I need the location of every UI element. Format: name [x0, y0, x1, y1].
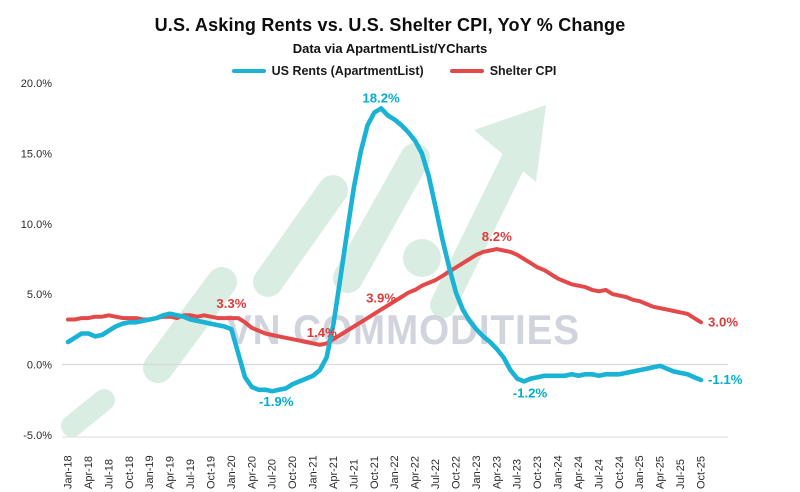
y-tick-label: 20.0% — [21, 78, 52, 90]
x-tick-label: Apr-22 — [410, 456, 422, 489]
y-tick-label: 0.0% — [27, 360, 52, 372]
x-tick-label: Jan-21 — [308, 455, 320, 489]
watermark-text: VN COMMODITIES — [226, 306, 580, 353]
x-tick-label: Apr-23 — [491, 456, 503, 489]
x-tick-label: Jan-20 — [226, 455, 238, 489]
x-tick-label: Jan-18 — [63, 455, 75, 489]
y-tick-label: 10.0% — [21, 219, 52, 231]
watermark-up-arrow-icon — [474, 105, 546, 182]
legend-label-us-rents: US Rents (ApartmentList) — [271, 64, 424, 78]
data-callout-label: 3.9% — [366, 291, 396, 306]
x-tick-label: Jan-24 — [553, 455, 565, 489]
x-tick-label: Jul-25 — [675, 459, 687, 489]
x-tick-label: Oct-23 — [532, 456, 544, 489]
x-tick-label: Oct-18 — [124, 456, 136, 489]
x-tick-label: Jan-19 — [144, 455, 156, 489]
legend-item-us-rents: US Rents (ApartmentList) — [231, 64, 424, 78]
x-tick-label: Oct-22 — [451, 456, 463, 489]
shelter-cpi-line-swatch — [449, 69, 484, 73]
y-tick-label: -5.0% — [23, 430, 52, 442]
x-tick-label: Jul-19 — [185, 459, 197, 489]
x-tick-label: Jul-20 — [267, 459, 279, 489]
legend-label-shelter-cpi: Shelter CPI — [489, 64, 557, 78]
x-tick-label: Jul-22 — [430, 459, 442, 489]
x-tick-label: Jan-22 — [389, 455, 401, 489]
chart-subtitle: Data via ApartmentList/YCharts — [292, 41, 488, 56]
y-tick-label: 15.0% — [21, 148, 52, 160]
data-callout-label: -1.2% — [513, 385, 548, 400]
watermark-bar-shape — [61, 389, 115, 437]
x-tick-label: Apr-21 — [328, 456, 340, 489]
watermark-bar-shape — [253, 175, 348, 297]
data-callout-label: 8.2% — [482, 229, 512, 244]
x-tick-label: Apr-18 — [83, 456, 95, 489]
x-tick-label: Apr-20 — [246, 456, 258, 489]
x-tick-label: Jul-21 — [348, 459, 360, 489]
x-tick-label: Jul-23 — [512, 459, 524, 489]
data-callout-label: 3.3% — [216, 296, 246, 311]
data-callout-label: -1.9% — [259, 394, 294, 409]
y-tick-label: 5.0% — [27, 289, 52, 301]
x-tick-label: Jan-23 — [471, 455, 483, 489]
x-tick-label: Oct-20 — [287, 456, 299, 489]
watermark-bar-shape — [143, 267, 237, 383]
x-tick-label: Jul-18 — [103, 459, 115, 489]
x-tick-label: Jul-24 — [593, 459, 605, 489]
x-tick-label: Oct-24 — [614, 456, 626, 489]
x-tick-label: Apr-24 — [573, 456, 585, 489]
watermark-bar-shape — [430, 135, 533, 318]
us-rents-line — [65, 106, 704, 394]
chart-title: U.S. Asking Rents vs. U.S. Shelter CPI, … — [154, 15, 626, 35]
data-callout-label: -1.1% — [708, 372, 743, 387]
watermark-bar-shape — [333, 143, 430, 293]
x-tick-label: Oct-21 — [369, 456, 381, 489]
x-tick-label: Apr-25 — [655, 456, 667, 489]
data-callout-label: 18.2% — [362, 90, 400, 105]
us-rents-line-swatch — [231, 69, 266, 73]
x-tick-label: Oct-25 — [696, 456, 708, 489]
data-callout-label: 1.4% — [307, 325, 337, 340]
data-callout-label: 3.0% — [708, 314, 738, 329]
legend: US Rents (ApartmentList) Shelter CPI — [0, 64, 788, 78]
x-tick-label: Jan-25 — [634, 455, 646, 489]
watermark-dot-shape — [403, 239, 441, 277]
x-tick-label: Apr-19 — [165, 456, 177, 489]
legend-item-shelter-cpi: Shelter CPI — [449, 64, 557, 78]
shelter-cpi-line — [66, 247, 703, 347]
x-tick-label: Oct-19 — [205, 456, 217, 489]
